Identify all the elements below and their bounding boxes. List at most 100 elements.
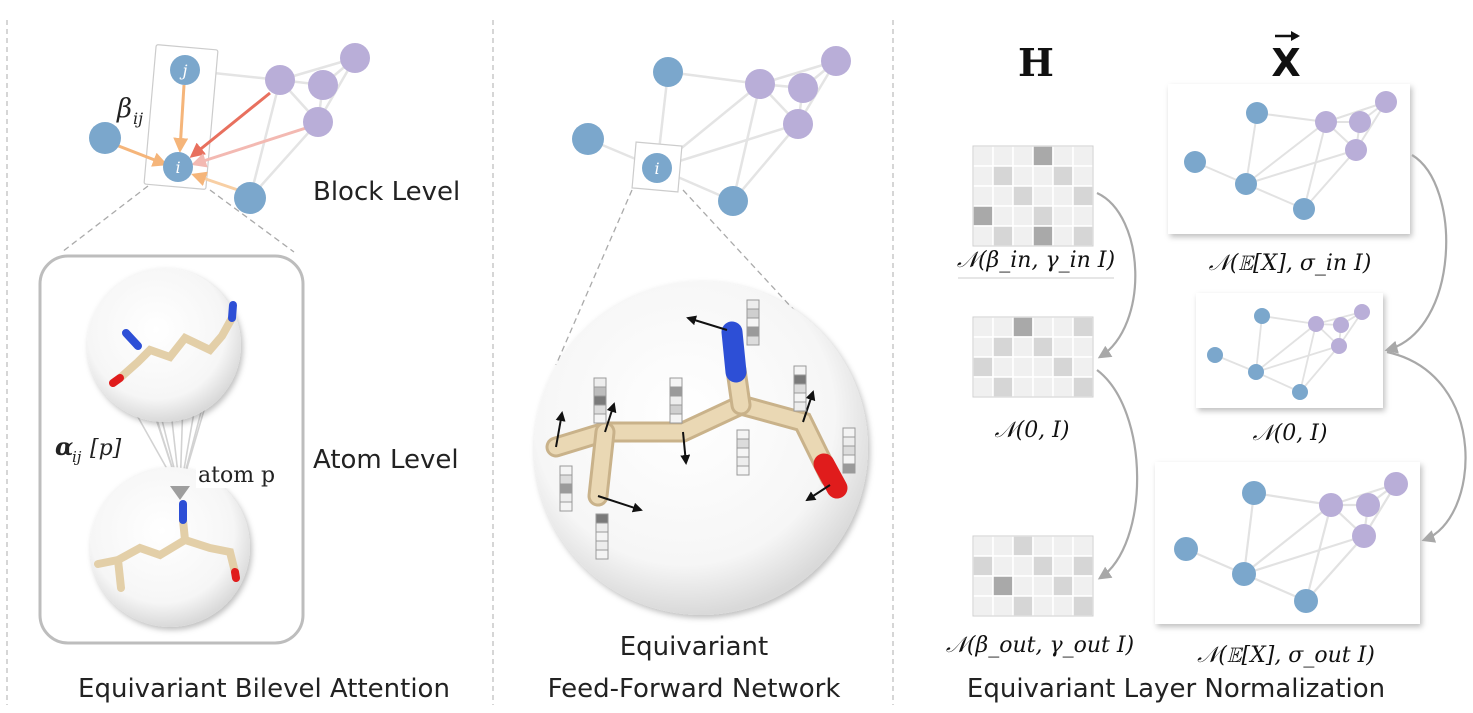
grid-cell	[1012, 535, 1034, 557]
grid-cell	[1012, 145, 1034, 167]
grid-cell	[1032, 185, 1054, 207]
grid-cell	[972, 225, 994, 247]
grid-cell	[992, 225, 1014, 247]
grid-cell	[1032, 316, 1054, 338]
h-header: H	[1018, 40, 1054, 85]
alpha-subscript: ij	[72, 448, 82, 466]
x-in-graph-card	[1168, 84, 1410, 234]
grid-cell	[1052, 376, 1074, 398]
grid-cell	[1032, 336, 1054, 358]
atom-level-frame	[38, 254, 305, 645]
ffn-molecule	[545, 321, 848, 507]
grid-cell	[972, 575, 994, 597]
ffn-feature-vectors	[559, 299, 856, 560]
grid-cell	[1072, 535, 1094, 557]
grid-cell	[1052, 595, 1074, 617]
zoom-line-left	[61, 185, 149, 253]
grid-cell	[1052, 555, 1074, 577]
x-mid-graph-card	[1196, 293, 1383, 408]
grid-cell	[1032, 356, 1054, 378]
grid-cell	[1052, 165, 1074, 187]
grid-cell	[1012, 376, 1034, 398]
ffn-zoom-line-left	[555, 189, 633, 366]
grid-cell	[1012, 595, 1034, 617]
grid-cell	[992, 575, 1014, 597]
molecule-sphere-top	[87, 268, 241, 422]
block-level-label: Block Level	[313, 177, 460, 207]
x-normalize-arrows	[1384, 154, 1467, 543]
grid-cell	[1032, 575, 1054, 597]
grid-cell	[1012, 575, 1034, 597]
grid-cell	[1072, 356, 1094, 378]
grid-cell	[1012, 356, 1034, 378]
grid-cell	[1052, 535, 1074, 557]
atom-p-label: atom p	[198, 463, 275, 488]
grid-cell	[992, 336, 1014, 358]
grid-cell	[1012, 205, 1034, 227]
grid-cell	[972, 535, 994, 557]
beta-subscript: ij	[133, 109, 143, 128]
h-mid-feature-grid	[972, 316, 1094, 398]
grid-cell	[1032, 535, 1054, 557]
grid-cell	[1032, 205, 1054, 227]
attention-caption: Equivariant Bilevel Attention	[78, 674, 450, 704]
node-i-label: i	[175, 158, 180, 177]
h-in-distribution: 𝒩(β_in, γ_in I)	[957, 248, 1115, 273]
grid-cell	[972, 145, 994, 167]
grid-cell	[992, 376, 1014, 398]
grid-cell	[992, 185, 1014, 207]
grid-cell	[992, 535, 1014, 557]
grid-cell	[972, 555, 994, 577]
zoom-line-right	[209, 189, 295, 253]
atom-p-backdrop	[196, 458, 300, 488]
grid-border	[972, 535, 1094, 617]
grid-cell	[972, 356, 994, 378]
grid-cell	[1032, 225, 1054, 247]
h-out-feature-grid	[972, 535, 1094, 617]
h-normalize-arrows	[1096, 192, 1139, 580]
molecule-top	[109, 301, 237, 387]
grid-cell	[1052, 575, 1074, 597]
grid-cell	[1032, 376, 1054, 398]
grid-cell	[1032, 165, 1054, 187]
grid-cell	[992, 555, 1014, 577]
grid-cell	[1072, 185, 1094, 207]
grid-cell	[1072, 575, 1094, 597]
grid-cell	[972, 376, 994, 398]
ffn-caption-line-1: Equivariant	[620, 632, 768, 662]
block-graph-nodes	[89, 43, 370, 214]
grid-cell	[1052, 205, 1074, 227]
grid-cell	[1072, 595, 1094, 617]
h-in-feature-grid	[972, 145, 1094, 247]
grid-cell	[972, 165, 994, 187]
grid-cell	[972, 205, 994, 227]
grid-cell	[1012, 555, 1034, 577]
grid-cell	[1052, 316, 1074, 338]
grid-cell	[1052, 356, 1074, 378]
ffn-caption-line-2: Feed-Forward Network	[548, 674, 841, 704]
grid-cell	[992, 316, 1014, 338]
attention-arrows	[115, 84, 307, 192]
node-j-label: j	[180, 61, 188, 80]
grid-cell	[1072, 165, 1094, 187]
ffn-sphere	[534, 281, 868, 615]
grid-cell	[1032, 555, 1054, 577]
attention-focus-arrowhead	[170, 486, 190, 500]
layernorm-caption: Equivariant Layer Normalization	[967, 674, 1385, 704]
layernorm-panel: H X 𝒩(β_in, γ_in I) 𝒩(0, I) 𝒩(β_out, γ_o…	[946, 31, 1467, 704]
grid-cell	[1012, 225, 1034, 247]
grid-cell	[1052, 145, 1074, 167]
grid-cell	[1072, 316, 1094, 338]
grid-cell	[1012, 165, 1034, 187]
grid-cell	[992, 165, 1014, 187]
grid-cell	[1072, 376, 1094, 398]
grid-cell	[1012, 316, 1034, 338]
alpha-index: [p]	[90, 436, 122, 461]
grid-border	[972, 145, 1094, 247]
x-out-graph-card	[1155, 462, 1420, 624]
grid-cell	[1032, 595, 1054, 617]
grid-cell	[992, 356, 1014, 378]
grid-cell	[1052, 336, 1074, 358]
